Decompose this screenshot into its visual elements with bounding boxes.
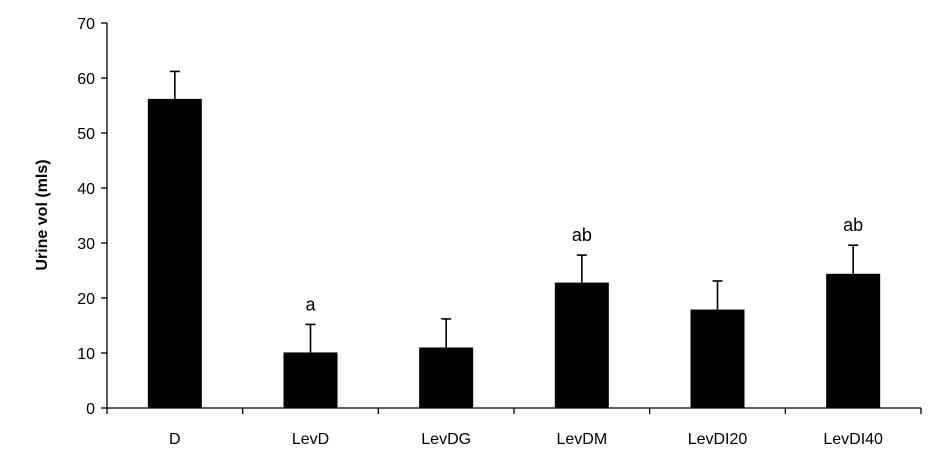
x-tick-label: LevDG bbox=[421, 431, 471, 448]
bar bbox=[826, 273, 881, 408]
x-axis: D LevD LevDG LevDM LevDI20 LevDI40 bbox=[106, 407, 922, 448]
y-tick-label: 70 bbox=[77, 16, 95, 33]
significance-label: ab bbox=[843, 215, 863, 235]
bar bbox=[147, 98, 202, 409]
y-tick-label: 0 bbox=[86, 401, 95, 418]
x-tick-label: LevDI40 bbox=[823, 431, 883, 448]
bars-group bbox=[147, 98, 881, 409]
y-axis: 0 10 20 30 40 50 60 70 bbox=[77, 16, 108, 418]
bar bbox=[554, 282, 609, 408]
x-tick-label: LevDM bbox=[556, 431, 607, 448]
significance-label: a bbox=[305, 294, 316, 314]
x-tick-label: LevD bbox=[292, 431, 329, 448]
error-bars-group bbox=[169, 70, 859, 353]
annotations-group: a ab ab bbox=[305, 215, 863, 314]
y-tick-label: 50 bbox=[77, 126, 95, 143]
y-tick-label: 20 bbox=[77, 291, 95, 308]
y-tick-label: 30 bbox=[77, 236, 95, 253]
y-tick-label: 40 bbox=[77, 181, 95, 198]
x-tick-label: LevDI20 bbox=[688, 431, 748, 448]
y-tick-label: 10 bbox=[77, 346, 95, 363]
bar bbox=[283, 352, 338, 408]
x-tick-label: D bbox=[169, 431, 181, 448]
y-axis-title-group: Urine vol (mls) bbox=[34, 159, 51, 270]
y-tick-label: 60 bbox=[77, 71, 95, 88]
y-axis-title: Urine vol (mls) bbox=[34, 159, 51, 270]
bar bbox=[690, 309, 745, 408]
significance-label: ab bbox=[572, 225, 592, 245]
bar bbox=[419, 347, 474, 408]
